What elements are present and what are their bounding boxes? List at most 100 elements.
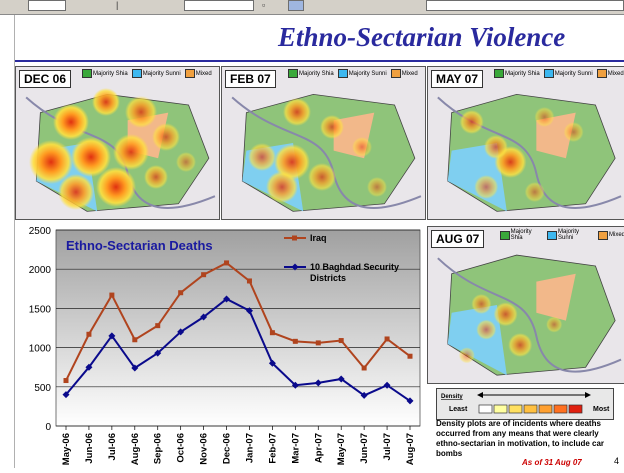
sunni-swatch <box>131 69 142 78</box>
mixed-area <box>536 273 576 321</box>
legend-shia-label: Majority Shia <box>510 229 532 241</box>
density-arrow-left-icon <box>477 392 483 398</box>
legend-marker <box>292 235 297 241</box>
data-point <box>384 336 390 342</box>
title-rule <box>15 60 624 62</box>
density-swatch <box>478 404 493 414</box>
toolbar-separator-icon: | <box>116 0 119 10</box>
legend-mixed-label: Mixed <box>608 232 624 238</box>
data-point <box>337 375 345 383</box>
incident-density-blob <box>248 143 276 171</box>
data-point <box>201 272 207 278</box>
incident-density-blob <box>113 134 149 170</box>
density-most-label: Most <box>593 406 610 413</box>
data-point <box>62 391 70 399</box>
data-point <box>63 378 69 384</box>
incident-density-blob <box>320 115 344 139</box>
data-point <box>360 391 368 399</box>
incident-density-blob <box>96 167 136 207</box>
incident-density-blob <box>534 107 555 127</box>
incident-density-blob <box>92 88 120 116</box>
plot-area <box>55 229 421 427</box>
district-map <box>231 93 422 212</box>
map-label: DEC 06 <box>19 70 72 88</box>
shia-swatch <box>288 69 298 78</box>
map-legend: Majority Shia Majority Sunni Mixed <box>494 69 624 78</box>
incident-density-blob <box>483 135 508 159</box>
density-swatch <box>493 404 508 414</box>
sunni-swatch <box>543 69 554 78</box>
data-point <box>361 365 367 371</box>
data-point <box>268 359 276 367</box>
map-panel-may-07: MAY 07 Majority Shia Majority Sunni Mixe… <box>427 66 624 220</box>
slide-title: Ethno-Sectarian Violence <box>278 22 566 52</box>
x-tick-label: May-07 <box>336 433 347 465</box>
data-point <box>109 292 115 298</box>
data-point <box>177 328 185 336</box>
x-tick-label: Jul-06 <box>107 433 118 460</box>
data-point <box>315 340 321 346</box>
density-caption: Density plots are of incidents where dea… <box>436 419 605 458</box>
legend-mixed-label: Mixed <box>607 70 624 77</box>
data-point <box>338 338 344 344</box>
data-point <box>407 353 413 359</box>
incident-density-blob <box>125 96 157 128</box>
window-toolbar: | ▫ <box>0 0 624 15</box>
y-tick-label: 1500 <box>29 304 52 315</box>
data-point <box>155 323 161 329</box>
density-arrow-right-icon <box>585 392 591 398</box>
as-of-date: As of 31 Aug 07 <box>522 458 582 467</box>
data-point <box>224 260 230 266</box>
incident-density-blob <box>508 333 533 358</box>
incident-density-blob <box>283 98 311 126</box>
data-point <box>406 397 414 405</box>
density-legend: Density Least Most <box>436 388 614 420</box>
map-label: AUG 07 <box>431 230 485 248</box>
density-swatch <box>508 404 523 414</box>
incident-density-blob <box>53 104 89 140</box>
density-swatch <box>568 404 583 414</box>
legend-marker <box>291 263 299 271</box>
deaths-line-chart: 0 500 1000 1500 2000 2500 May-06 Jun-06 Jul-06 Au… <box>14 222 424 468</box>
page-number-field[interactable] <box>28 0 66 11</box>
mixed-swatch <box>597 230 608 240</box>
map-legend: Majority Shia Majority Sunni Mixed <box>288 69 418 78</box>
legend-shia-label: Majority Shia <box>505 70 540 77</box>
mixed-swatch <box>184 69 195 78</box>
legend-sunni-label: Majority Sunni <box>348 70 387 77</box>
zoom-field[interactable] <box>184 0 254 11</box>
data-point <box>132 337 138 343</box>
x-tick-label: Jan-07 <box>244 433 255 463</box>
incident-density-blob <box>176 152 196 172</box>
incident-density-blob <box>546 316 563 333</box>
page-icon[interactable]: ▫ <box>262 0 266 10</box>
data-point <box>269 330 275 336</box>
legend-mixed-label: Mixed <box>401 70 418 77</box>
x-tick-label: Feb-07 <box>267 433 278 464</box>
legend-sunni-label: Majority Sunni <box>557 229 579 241</box>
map-legend: Majority Shia Majority Sunni Mixed <box>82 69 212 78</box>
data-point <box>178 290 184 296</box>
search-field[interactable] <box>426 0 624 11</box>
incident-density-blob <box>71 137 111 177</box>
density-scale: Density Least Most <box>441 392 610 414</box>
incident-density-blob <box>29 140 73 184</box>
map-label: MAY 07 <box>431 70 484 88</box>
mixed-swatch <box>596 69 607 78</box>
district-map <box>437 93 622 212</box>
incident-density-blob <box>471 293 492 314</box>
density-swatch <box>538 404 553 414</box>
density-least-label: Least <box>449 406 468 413</box>
data-point <box>86 331 92 337</box>
data-point <box>223 295 231 303</box>
legend-shia-label: Majority Shia <box>299 70 334 77</box>
density-title: Density <box>441 394 463 400</box>
incident-density-blob <box>524 182 545 202</box>
x-tick-label: Jul-07 <box>382 433 393 460</box>
x-tick-label: May-06 <box>61 433 72 465</box>
shia-swatch <box>494 69 504 78</box>
density-swatch <box>553 404 568 414</box>
series-line <box>65 297 411 402</box>
y-tick-label: 0 <box>45 422 51 433</box>
select-tool-icon[interactable] <box>288 0 304 11</box>
